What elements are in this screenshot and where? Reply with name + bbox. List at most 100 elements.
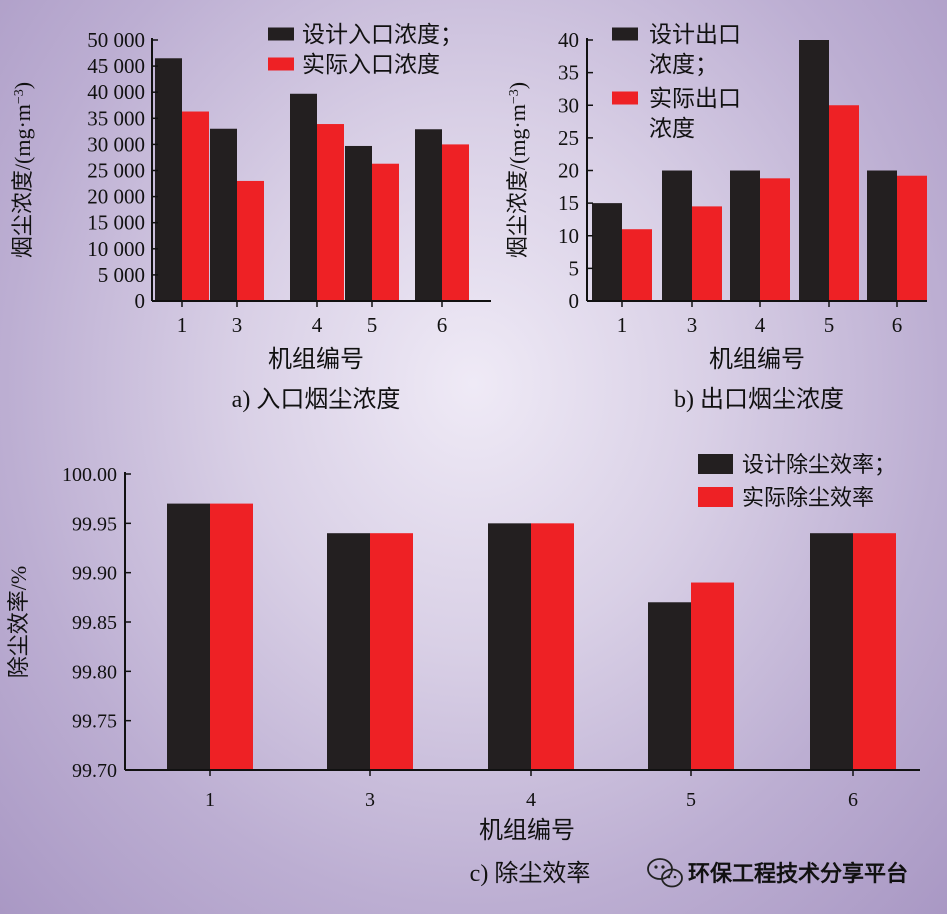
watermark-text: 环保工程技术分享平台	[688, 861, 908, 887]
x-tick-label: 6	[848, 789, 858, 811]
legend-label-line: 设计出口	[649, 22, 741, 47]
x-axis-label: 机组编号	[709, 346, 805, 373]
bar-a-series1-cat-1	[155, 58, 182, 301]
y-tick-label: 20	[558, 159, 579, 183]
y-axis-label: 烟尘浓度/(mg·m−3)	[10, 82, 35, 258]
chart-dust-removal-efficiency: 99.70 99.75 99.80 99.85 99.90 99.95 100.00 1 3 4 5…	[6, 452, 920, 887]
bar-a-series2-cat-5	[372, 163, 399, 301]
bar-c-series1-cat-5	[648, 602, 691, 770]
y-tick-label: 35 000	[87, 106, 145, 130]
bar-c-series1-cat-1	[167, 503, 210, 770]
x-tick-label: 5	[824, 313, 835, 337]
bar-a-series2-cat-4	[317, 124, 344, 302]
y-tick-label: 15 000	[87, 211, 145, 235]
watermark: 环保工程技术分享平台	[647, 858, 908, 888]
y-tick-label: 5 000	[98, 263, 145, 287]
y-tick-label: 5	[569, 256, 580, 280]
legend-label-line: 实际出口	[649, 86, 741, 111]
y-tick-label: 50 000	[87, 28, 145, 52]
legend-label-design: 设计出口浓度；	[649, 22, 741, 77]
y-tick-label: 99.80	[72, 661, 117, 683]
y-axis-label-main: 烟尘浓度/(mg·m	[10, 104, 35, 258]
x-tick-label: 1	[617, 313, 628, 337]
legend-swatch-actual	[612, 91, 638, 105]
x-tick-label: 4	[755, 313, 766, 337]
x-tick-label: 4	[312, 313, 323, 337]
x-tick-label: 3	[232, 313, 243, 337]
y-tick-label: 25	[558, 126, 579, 150]
bar-b-series1-cat-3	[662, 170, 692, 301]
legend-label-design: 设计入口浓度；	[302, 22, 463, 47]
y-tick-label: 10	[558, 224, 579, 248]
y-axis-label: 烟尘浓度/(mg·m−3)	[505, 82, 530, 258]
chart-caption: a) 入口烟尘浓度	[232, 386, 401, 413]
bar-b-series2-cat-4	[760, 178, 790, 301]
bar-b-series2-cat-5	[829, 105, 859, 301]
chart-caption: b) 出口烟尘浓度	[674, 386, 844, 413]
legend-swatch-design	[698, 454, 733, 474]
y-tick-label: 0	[569, 289, 580, 313]
y-axis-label-main: 烟尘浓度/(mg·m	[505, 104, 530, 258]
y-tick-label: 0	[135, 289, 146, 313]
y-tick-label: 99.75	[72, 711, 117, 733]
x-tick-label: 3	[365, 789, 375, 811]
bar-c-series2-cat-6	[853, 533, 896, 770]
y-tick-label: 99.70	[72, 760, 117, 782]
y-tick-label: 15	[558, 191, 579, 215]
y-tick-label: 99.85	[72, 612, 117, 634]
bar-c-series1-cat-3	[327, 533, 370, 770]
bar-a-series1-cat-5	[345, 145, 372, 301]
y-axis-label-close: )	[505, 82, 530, 89]
y-axis-label: 除尘效率/%	[6, 566, 31, 678]
x-tick-label: 5	[686, 789, 696, 811]
x-tick-label: 6	[437, 313, 448, 337]
y-tick-label: 30 000	[87, 132, 145, 156]
y-axis-label-close: )	[10, 82, 35, 89]
bar-a-series2-cat-1	[182, 111, 209, 301]
bar-c-series2-cat-5	[691, 582, 734, 770]
y-tick-label: 20 000	[87, 185, 145, 209]
x-axis-label: 机组编号	[268, 346, 364, 373]
y-tick-label: 40	[558, 28, 579, 52]
y-tick-label: 40 000	[87, 80, 145, 104]
wechat-icon	[647, 858, 683, 888]
y-tick-label: 99.90	[72, 563, 117, 585]
legend-label-line: 浓度；	[649, 52, 718, 77]
bar-a-series1-cat-3	[210, 128, 237, 301]
bar-b-series1-cat-5	[799, 40, 829, 301]
bar-b-series2-cat-6	[897, 175, 927, 301]
y-tick-label: 45 000	[87, 54, 145, 78]
legend-label-line: 实际除尘效率	[742, 485, 874, 510]
legend-label-actual: 实际出口浓度	[649, 86, 741, 141]
bar-a-series1-cat-6	[415, 129, 442, 301]
chart-caption: c) 除尘效率	[470, 860, 591, 887]
bar-b-series1-cat-1	[592, 203, 622, 301]
bar-b-series2-cat-1	[622, 229, 652, 301]
bar-c-series2-cat-3	[370, 533, 413, 770]
bar-c-series1-cat-4	[488, 523, 531, 770]
bar-c-series2-cat-1	[210, 503, 253, 770]
y-axis-label-exponent: −3	[507, 89, 522, 104]
y-tick-label: 35	[558, 61, 579, 85]
legend-label-line: 浓度	[649, 116, 695, 141]
x-tick-label: 4	[526, 789, 536, 811]
x-tick-label: 1	[205, 789, 215, 811]
y-tick-label: 30	[558, 93, 579, 117]
legend-label-actual: 实际入口浓度	[302, 52, 440, 77]
y-axis-label-exponent: −3	[12, 89, 27, 104]
x-tick-label: 6	[892, 313, 903, 337]
x-axis-label: 机组编号	[479, 817, 575, 844]
bar-c-series2-cat-4	[531, 523, 574, 770]
legend-swatch-design	[612, 27, 638, 41]
x-tick-label: 1	[177, 313, 188, 337]
legend-label-design: 设计除尘效率；	[742, 452, 896, 477]
legend-swatch-design	[268, 27, 294, 41]
y-tick-label: 99.95	[72, 513, 117, 535]
legend-label-actual: 实际除尘效率	[742, 485, 874, 510]
bar-b-series2-cat-3	[692, 206, 722, 301]
y-tick-label: 25 000	[87, 159, 145, 183]
legend-label-line: 设计除尘效率；	[742, 452, 896, 477]
bar-a-series1-cat-4	[290, 93, 317, 302]
legend-label-line: 设计入口浓度；	[302, 22, 463, 47]
